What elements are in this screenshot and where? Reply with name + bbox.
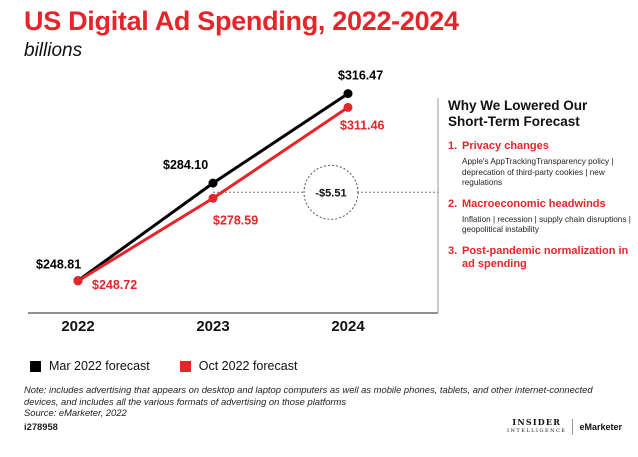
x-tick-label: 2024 <box>331 318 365 335</box>
x-tick-label: 2023 <box>196 318 229 335</box>
data-label-oct-2022: $278.59 <box>213 213 258 227</box>
legend-item-oct-2022: Oct 2022 forecast <box>179 359 298 373</box>
legend-label: Mar 2022 forecast <box>49 359 150 373</box>
reasons-heading: Why We Lowered Our Short-Term Forecast <box>448 98 634 130</box>
data-point-oct-2022 <box>208 193 218 203</box>
chart-id: i278958 <box>24 421 58 432</box>
data-label-mar-2022: $316.47 <box>338 69 383 83</box>
reason-description: Inflation | recession | supply chain dis… <box>462 214 631 235</box>
legend-label: Oct 2022 forecast <box>198 359 298 373</box>
reason-number: 2. <box>448 197 458 210</box>
insider-intelligence-logo: INSIDER INTELLIGENCE <box>507 417 567 434</box>
chart-note: Note: includes advertising that appears … <box>24 384 593 407</box>
reason-title: Macroeconomic headwinds <box>462 197 606 210</box>
reasons-heading-line1: Why We Lowered Our <box>448 98 588 113</box>
legend-swatch <box>179 360 191 372</box>
legend-item-mar-2022: Mar 2022 forecast <box>30 359 150 373</box>
data-point-oct-2022 <box>73 276 83 286</box>
reason-description: Apple's AppTrackingTransparency policy |… <box>462 157 614 187</box>
data-point-mar-2022 <box>343 89 353 99</box>
reason-number: 3. <box>448 244 458 257</box>
chart-source: Source: eMarketer, 2022 <box>24 407 127 418</box>
reasons-heading-line2: Short-Term Forecast <box>448 114 580 129</box>
x-tick-label: 2022 <box>61 318 94 335</box>
data-label-mar-2022: $284.10 <box>163 158 208 172</box>
reason-item-privacy: 1. Privacy changes Apple's AppTrackingTr… <box>448 140 634 189</box>
data-point-mar-2022 <box>208 178 218 188</box>
reason-item-normalization: 3. Post-pandemic normalization in ad spe… <box>448 245 634 271</box>
legend-swatch <box>30 360 41 372</box>
reason-number: 1. <box>448 140 458 152</box>
brand-divider <box>572 418 574 435</box>
data-point-oct-2022 <box>343 102 353 112</box>
data-label-oct-2022: $311.46 <box>340 118 385 132</box>
emarketer-logo: eMarketer <box>579 421 622 432</box>
chart-subtitle: billions <box>24 40 83 61</box>
reason-item-macroeconomic: 2. Macroeconomic headwinds Inflation | r… <box>448 198 634 236</box>
forecast-reasons-panel: Why We Lowered Our Short-Term Forecast 1… <box>448 98 634 280</box>
reason-title: Privacy changes <box>462 140 549 152</box>
data-label-oct-2022: $248.72 <box>92 278 137 292</box>
brand-logo: INSIDER INTELLIGENCE eMarketer <box>507 418 622 435</box>
annotation-circle <box>303 164 359 220</box>
reason-title: Post-pandemic normalization in ad spendi… <box>462 244 629 270</box>
data-label-mar-2022: $248.81 <box>36 258 81 272</box>
difference-annotation: -$5.51 <box>315 187 346 199</box>
chart-title: US Digital Ad Spending, 2022-2024 <box>24 6 459 36</box>
chart-legend: Mar 2022 forecast Oct 2022 forecast <box>30 359 327 373</box>
